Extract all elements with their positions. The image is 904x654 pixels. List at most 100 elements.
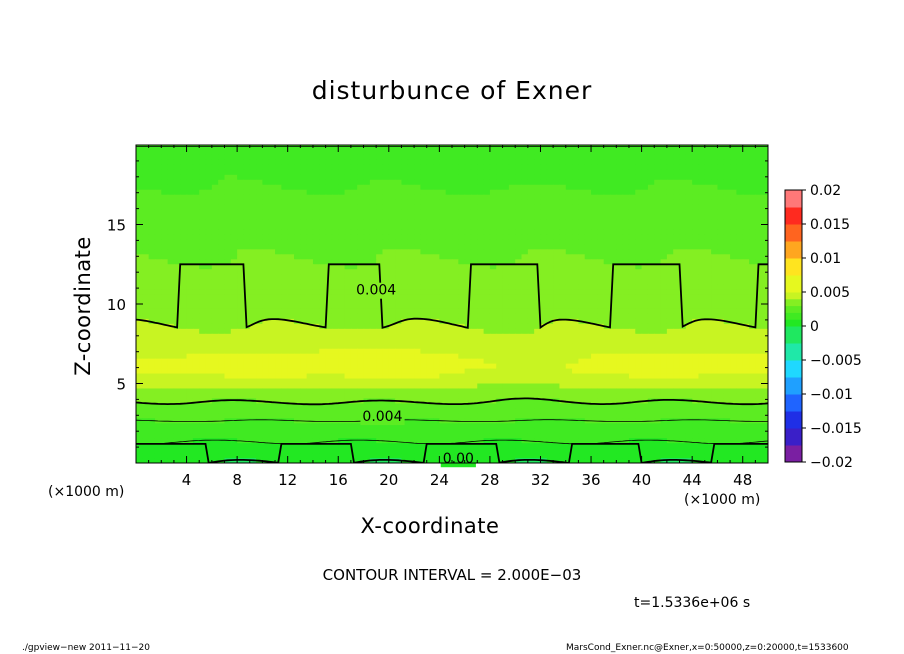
heatmap-cell — [287, 299, 295, 305]
heatmap-cell — [477, 304, 485, 310]
heatmap-cell — [154, 169, 162, 176]
heatmap-cell — [502, 194, 510, 201]
heatmap-cell — [540, 304, 548, 310]
heatmap-cell — [578, 269, 586, 275]
heatmap-cell — [211, 313, 219, 320]
heatmap-cell — [711, 179, 719, 186]
heatmap-cell — [154, 234, 162, 241]
heatmap-cell — [180, 244, 188, 250]
heatmap-cell — [584, 274, 592, 280]
heatmap-cell — [249, 259, 257, 265]
heatmap-cell — [559, 338, 567, 345]
heatmap-cell — [281, 199, 289, 206]
heatmap-cell — [350, 179, 358, 186]
heatmap-cell — [205, 279, 213, 285]
heatmap-cell — [515, 363, 523, 370]
heatmap-cell — [464, 284, 472, 290]
heatmap-cell — [433, 328, 440, 335]
heatmap-cell — [344, 279, 352, 285]
heatmap-cell — [616, 368, 624, 375]
heatmap-cell — [142, 164, 150, 171]
heatmap-cell — [350, 239, 358, 245]
heatmap-cell — [515, 229, 523, 236]
heatmap-cell — [597, 299, 605, 305]
heatmap-cell — [477, 284, 485, 290]
heatmap-cell — [578, 284, 586, 290]
heatmap-cell — [154, 294, 162, 300]
heatmap-cell — [483, 373, 491, 380]
heatmap-cell — [553, 279, 561, 285]
heatmap-cell — [692, 229, 700, 236]
heatmap-cell — [559, 294, 567, 300]
heatmap-cell — [464, 224, 472, 231]
heatmap-cell — [685, 368, 693, 375]
heatmap-cell — [584, 234, 592, 241]
heatmap-cell — [180, 289, 188, 295]
heatmap-cell — [344, 194, 352, 201]
heatmap-cell — [325, 254, 333, 260]
heatmap-cell — [256, 154, 263, 161]
heatmap-cell — [591, 174, 598, 181]
heatmap-cell — [685, 154, 693, 161]
heatmap-cell — [666, 154, 674, 161]
heatmap-cell — [654, 304, 662, 310]
heatmap-cell — [477, 294, 485, 300]
heatmap-cell — [433, 289, 440, 295]
heatmap-cell — [230, 194, 238, 201]
heatmap-cell — [376, 224, 384, 231]
heatmap-cell — [281, 279, 289, 285]
heatmap-cell — [376, 209, 384, 216]
heatmap-cell — [199, 184, 207, 191]
heatmap-cell — [723, 373, 731, 380]
heatmap-cell — [565, 373, 573, 380]
heatmap-cell — [742, 289, 750, 295]
heatmap-cell — [192, 338, 200, 345]
heatmap-cell — [281, 318, 289, 325]
heatmap-cell — [559, 145, 567, 151]
heatmap-cell — [167, 328, 175, 335]
heatmap-cell — [742, 199, 750, 206]
heatmap-cell — [565, 274, 573, 280]
heatmap-cell — [268, 189, 276, 196]
heatmap-cell — [331, 224, 339, 231]
heatmap-cell — [591, 294, 598, 300]
heatmap-cell — [647, 174, 655, 181]
heatmap-cell — [458, 159, 466, 166]
heatmap-cell — [704, 229, 712, 236]
heatmap-cell — [654, 149, 662, 156]
heatmap-cell — [603, 304, 611, 310]
heatmap-cell — [281, 184, 289, 191]
heatmap-cell — [464, 204, 472, 211]
heatmap-cell — [559, 373, 567, 380]
heatmap-cell — [749, 299, 756, 305]
heatmap-cell — [439, 279, 447, 285]
heatmap-cell — [483, 179, 491, 186]
heatmap-cell — [489, 284, 497, 290]
heatmap-cell — [433, 184, 440, 191]
heatmap-cell — [723, 388, 731, 395]
heatmap-cell — [287, 378, 295, 385]
heatmap-cell — [369, 259, 377, 265]
heatmap-cell — [591, 234, 598, 241]
heatmap-cell — [420, 353, 428, 360]
heatmap-cell — [546, 179, 554, 186]
heatmap-cell — [464, 244, 472, 250]
heatmap-cell — [281, 149, 289, 156]
heatmap-cell — [211, 214, 219, 221]
heatmap-cell — [167, 169, 175, 176]
heatmap-cell — [508, 378, 516, 385]
heatmap-cell — [192, 373, 200, 380]
heatmap-cell — [572, 363, 579, 370]
heatmap-cell — [616, 234, 624, 241]
heatmap-cell — [426, 299, 434, 305]
heatmap-cell — [534, 254, 542, 260]
heatmap-cell — [749, 179, 756, 186]
heatmap-cell — [508, 249, 516, 255]
heatmap-cell — [306, 274, 314, 280]
heatmap-cell — [553, 348, 561, 355]
heatmap-cell — [407, 194, 415, 201]
heatmap-cell — [559, 363, 567, 370]
heatmap-cell — [628, 368, 636, 375]
heatmap-cell — [407, 289, 415, 295]
heatmap-cell — [704, 323, 712, 330]
